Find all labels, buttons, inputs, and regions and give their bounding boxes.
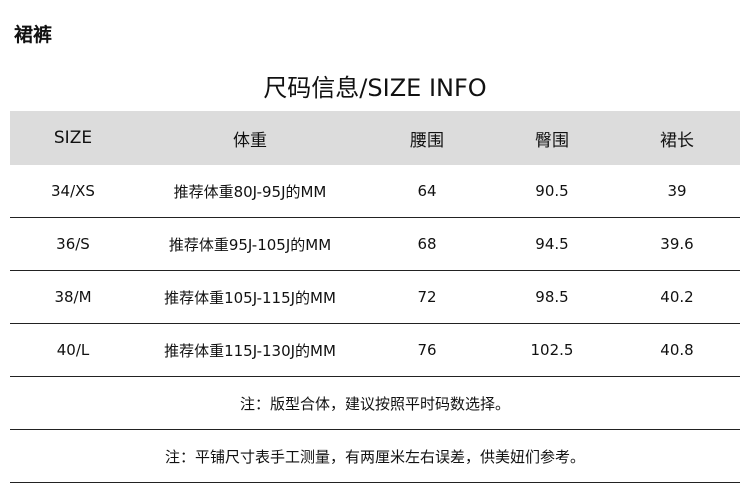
table-cell: 64	[417, 182, 437, 200]
table-header: SIZE 体重 腰围 臀围 裙长	[10, 111, 740, 165]
table-cell: 98.5	[535, 288, 569, 306]
table-row: 36/S 推荐体重95J-105J的MM 68 94.5 39.6	[10, 218, 740, 271]
table-row: 40/L 推荐体重115J-130J的MM 76 102.5 40.8	[10, 324, 740, 377]
table-cell: 推荐体重80J-95J的MM	[173, 182, 327, 201]
table-cell: 39	[667, 182, 687, 200]
table-cell: 推荐体重105J-115J的MM	[164, 288, 336, 307]
note-measurement: 注：平铺尺寸表手工测量，有两厘米左右误差，供美妞们参考。	[10, 430, 740, 483]
table-cell: 36/S	[56, 235, 90, 253]
header-hip: 臀围	[535, 130, 569, 151]
table-cell: 推荐体重115J-130J的MM	[164, 341, 336, 360]
table-cell: 推荐体重95J-105J的MM	[168, 235, 332, 254]
table-cell: 102.5	[530, 341, 574, 359]
table-cell: 68	[417, 235, 437, 253]
header-waist: 腰围	[410, 130, 444, 151]
note-fit: 注：版型合体，建议按照平时码数选择。	[10, 377, 740, 430]
header-length: 裙长	[660, 130, 694, 151]
table-cell: 39.6	[660, 235, 694, 253]
table-cell: 76	[417, 341, 437, 359]
table-row: 34/XS 推荐体重80J-95J的MM 64 90.5 39	[10, 165, 740, 218]
table-cell: 40.2	[660, 288, 694, 306]
header-size: SIZE	[53, 128, 93, 148]
table-cell: 72	[417, 288, 437, 306]
size-table: SIZE 体重 腰围 臀围 裙长 34/XS 推荐体重80J-95J的MM 64 90…	[10, 111, 740, 483]
header-weight: 体重	[233, 130, 267, 151]
table-cell: 38/M	[54, 288, 92, 306]
table-cell: 40/L	[56, 341, 90, 359]
table-cell: 90.5	[535, 182, 569, 200]
category-label: 裙裤	[14, 24, 53, 46]
table-cell: 94.5	[535, 235, 569, 253]
table-cell: 34/XS	[51, 182, 95, 200]
table-cell: 40.8	[660, 341, 694, 359]
page-title: 尺码信息/SIZE INFO	[263, 74, 487, 102]
table-row: 38/M 推荐体重105J-115J的MM 72 98.5 40.2	[10, 271, 740, 324]
